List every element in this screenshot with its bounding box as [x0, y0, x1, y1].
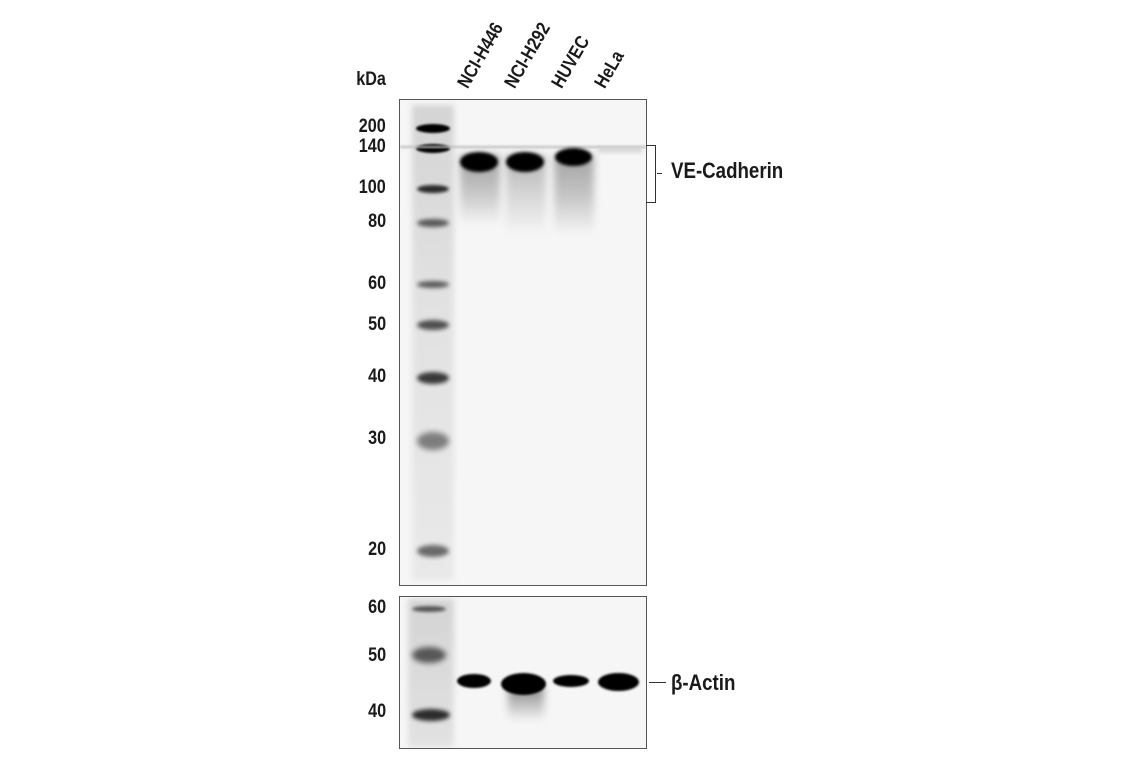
marker-50: 50 [368, 314, 386, 335]
marker-30: 30 [368, 428, 386, 449]
blot-panel-ve-cadherin [399, 99, 647, 586]
actin-pointer-line [649, 682, 666, 683]
marker-40: 40 [368, 366, 386, 387]
lane-label-3: HUVEC [547, 32, 595, 92]
blot-panel-beta-actin [399, 596, 647, 749]
marker-80: 80 [368, 211, 386, 232]
target-label-beta-actin: β-Actin [671, 670, 736, 695]
lane-label-4: HeLa [590, 47, 629, 92]
marker-40-actin: 40 [368, 701, 386, 722]
target-label-ve-cadherin: VE-Cadherin [671, 158, 784, 183]
kda-label: kDa [356, 69, 386, 90]
marker-50-actin: 50 [368, 645, 386, 666]
marker-20: 20 [368, 539, 386, 560]
marker-100: 100 [359, 177, 386, 198]
bracket [655, 145, 656, 203]
marker-60-actin: 60 [368, 597, 386, 618]
marker-60: 60 [368, 273, 386, 294]
marker-200: 200 [359, 116, 386, 137]
marker-140: 140 [359, 136, 386, 157]
